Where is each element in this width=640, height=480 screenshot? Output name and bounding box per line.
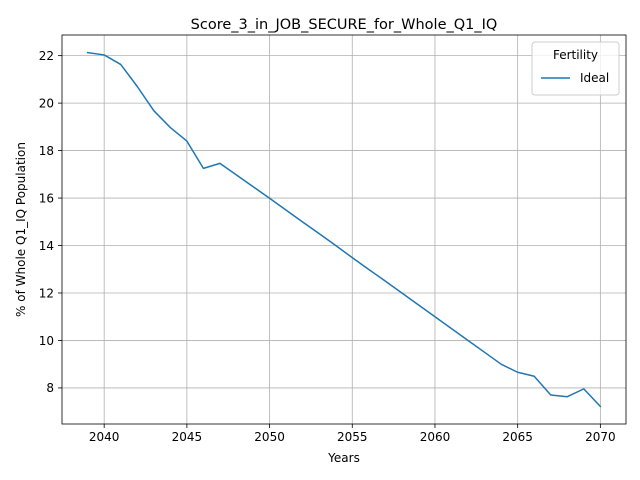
x-axis-ticks: 2040 2045 2050 2055 2060 2065 2070 — [89, 424, 616, 444]
legend: Fertility Ideal — [531, 41, 620, 96]
legend-title: Fertility — [553, 48, 598, 62]
series-line-ideal — [86, 51, 602, 408]
y-tick-label: 20 — [39, 96, 54, 110]
y-tick-label: 14 — [39, 239, 54, 253]
y-tick-label: 12 — [39, 286, 54, 300]
x-tick-label: 2050 — [254, 430, 285, 444]
y-tick-label: 10 — [39, 334, 54, 348]
y-axis-ticks: 8 10 12 14 16 18 20 22 — [39, 49, 62, 395]
plot-area-frame — [61, 34, 627, 425]
x-axis-label: Years — [327, 451, 360, 465]
y-tick-label: 18 — [39, 144, 54, 158]
x-tick-label: 2060 — [420, 430, 451, 444]
y-tick-label: 22 — [39, 49, 54, 63]
legend-box — [531, 41, 620, 96]
x-tick-label: 2040 — [89, 430, 120, 444]
grid — [62, 35, 626, 424]
y-tick-label: 8 — [46, 381, 54, 395]
x-tick-label: 2055 — [337, 430, 368, 444]
legend-label-ideal: Ideal — [580, 71, 609, 85]
x-tick-label: 2070 — [585, 430, 616, 444]
series-layer — [86, 51, 602, 408]
x-tick-label: 2065 — [502, 430, 533, 444]
y-axis-label: % of Whole Q1_IQ Population — [14, 142, 28, 317]
x-tick-label: 2045 — [172, 430, 203, 444]
y-tick-label: 16 — [39, 191, 54, 205]
chart-title: Score_3_in_JOB_SECURE_for_Whole_Q1_IQ — [191, 17, 498, 33]
